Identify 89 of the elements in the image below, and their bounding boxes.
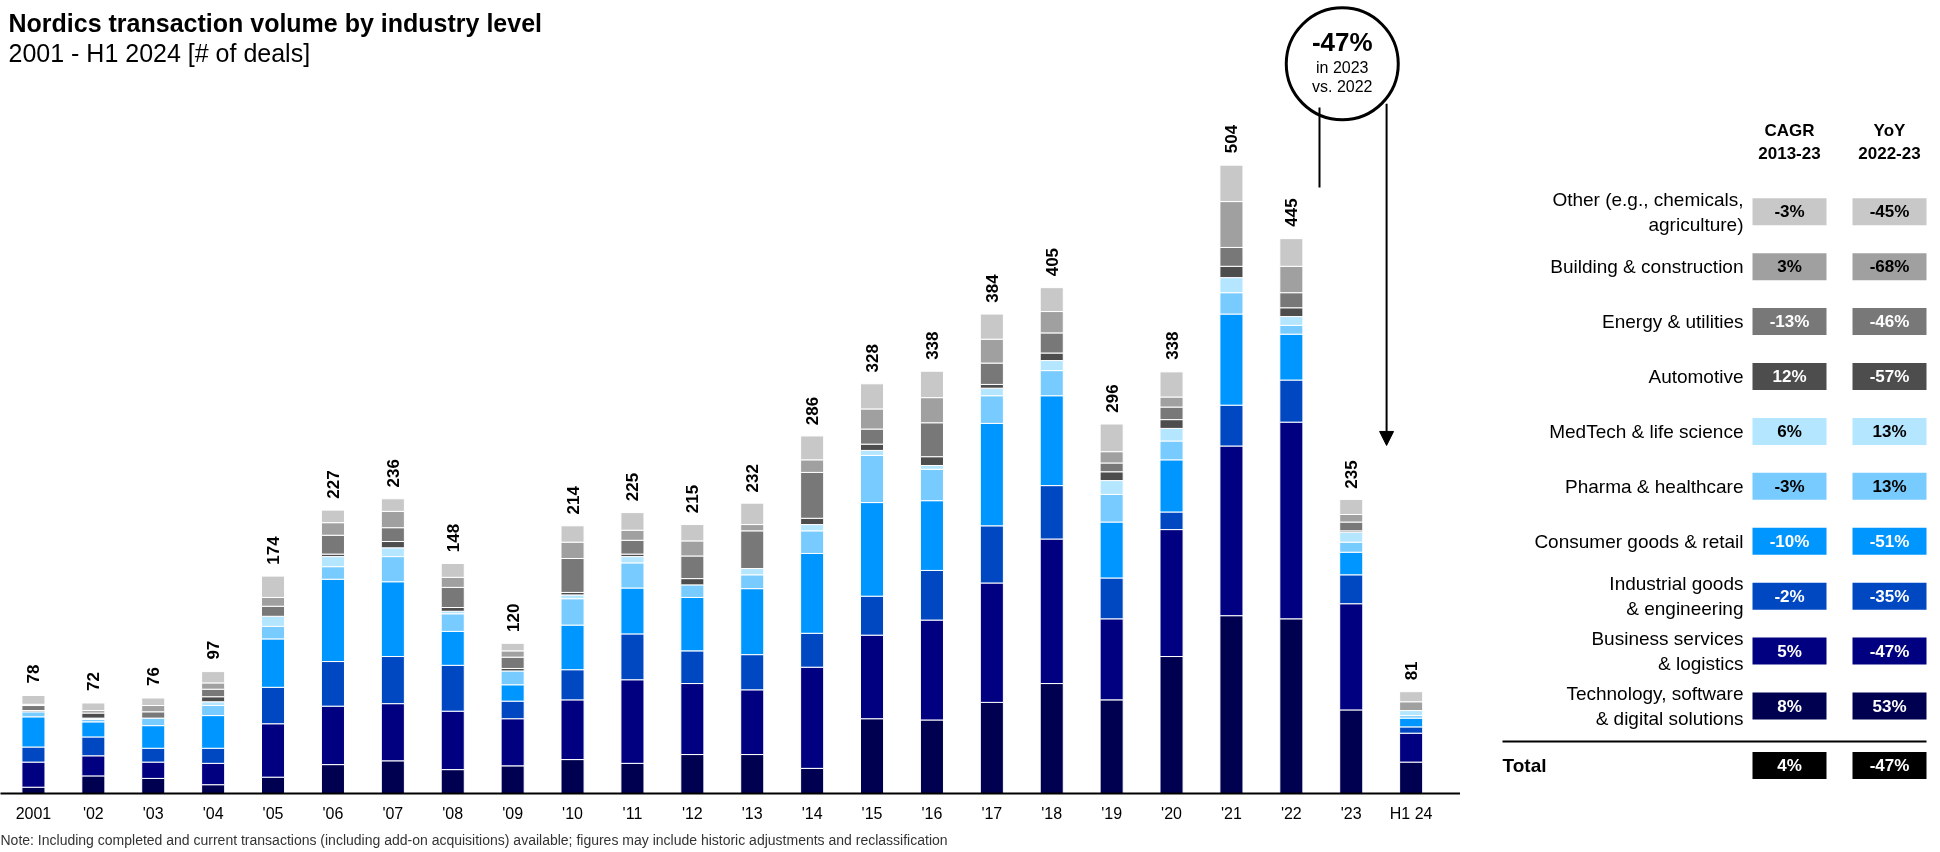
x-tick-label: '14: [801, 804, 823, 822]
annotation: 286: [803, 396, 823, 426]
x-tick-label: '18: [1041, 804, 1063, 822]
text: -47%: [1869, 641, 1910, 661]
x-tick-label: '19: [1101, 804, 1123, 822]
annotation: 120: [503, 603, 523, 632]
text: -3%: [1774, 202, 1805, 222]
text: 8%: [1777, 696, 1802, 716]
annotation: 148: [443, 523, 463, 553]
text: 13%: [1872, 476, 1907, 496]
legend-label: Automotive: [1648, 366, 1744, 388]
annotation: 232: [743, 464, 763, 493]
text: 12%: [1772, 367, 1807, 387]
legend-label: Building & construction: [1550, 256, 1744, 278]
x-tick-label: '04: [202, 804, 224, 822]
x-tick-label: '16: [921, 804, 943, 822]
x-tick-label: '09: [502, 804, 524, 822]
annotation: 78: [24, 664, 44, 684]
annotation: 296: [1102, 384, 1122, 413]
text: vs. 2022: [1312, 78, 1373, 96]
annotation: 405: [1042, 247, 1062, 277]
annotation: 215: [683, 484, 703, 514]
x-tick-label: 2001: [15, 804, 52, 822]
legend-label: Pharma & healthcare: [1565, 475, 1744, 497]
legend-label: Industrial goods & engineering: [1609, 573, 1744, 620]
annotation: 328: [863, 344, 883, 373]
x-tick-label: '03: [142, 804, 164, 822]
annotation: 174: [264, 535, 284, 565]
annotation: 384: [982, 273, 1002, 303]
annotation: 236: [383, 459, 403, 488]
annotation: 235: [1342, 460, 1362, 489]
x-tick-label: '12: [681, 804, 703, 822]
annotation: 338: [1162, 331, 1182, 360]
chart-subtitle: 2001 - H1 2024 [# of deals]: [8, 38, 311, 67]
annotation: 227: [323, 470, 343, 499]
x-tick-label: '06: [322, 804, 344, 822]
text: -57%: [1869, 367, 1910, 387]
annotation: 504: [1222, 124, 1242, 154]
text: 5%: [1777, 641, 1802, 661]
legend-label: MedTech & life science: [1549, 420, 1744, 442]
chart-title: Nordics transaction volume by industry level: [8, 8, 542, 37]
text: -51%: [1869, 531, 1910, 551]
text: 53%: [1872, 696, 1907, 716]
annotation: 445: [1282, 198, 1302, 227]
text: -2%: [1774, 586, 1805, 606]
legend-label: Other (e.g., chemicals, agriculture): [1552, 188, 1744, 235]
legend-label: Business services & logistics: [1591, 628, 1744, 675]
annotation: 76: [144, 667, 164, 686]
text: -47%: [1311, 26, 1373, 57]
annotation: 338: [922, 331, 942, 360]
text: -13%: [1769, 312, 1810, 332]
text: -47%: [1869, 756, 1910, 776]
text: Note: Including completed and current transactions (including add-on acquisitions) available; figures may include historic adjustments and reclassification: [0, 831, 948, 848]
text: -3%: [1774, 476, 1805, 496]
legend-label: Consumer goods & retail: [1534, 530, 1744, 552]
text: 3%: [1777, 257, 1802, 277]
annotation: 72: [84, 672, 104, 692]
x-tick-label: '10: [562, 804, 584, 822]
x-tick-label: '23: [1340, 804, 1362, 822]
text: -45%: [1869, 202, 1910, 222]
annotation: 97: [204, 640, 224, 660]
text: 6%: [1777, 421, 1802, 441]
text: -68%: [1869, 257, 1910, 277]
legend-label: Energy & utilities: [1601, 311, 1744, 333]
text: -10%: [1769, 531, 1810, 551]
x-tick-label: '21: [1221, 804, 1242, 822]
x-tick-label: H1 24: [1389, 804, 1433, 822]
text: 13%: [1872, 421, 1907, 441]
text: CAGR 2013-23: [1758, 121, 1821, 163]
text: Total: [1502, 755, 1547, 777]
text: YoY 2022-23: [1858, 121, 1921, 163]
x-tick-label: '13: [741, 804, 763, 822]
x-tick-label: '15: [861, 804, 883, 822]
x-tick-label: '07: [382, 804, 404, 822]
legend-label: Technology, software & digital solutions: [1566, 682, 1744, 730]
text: in 2023: [1316, 59, 1369, 77]
text: -46%: [1869, 312, 1910, 332]
x-tick-label: '17: [981, 804, 1003, 822]
x-tick-label: '22: [1280, 804, 1302, 822]
x-tick-label: '05: [262, 804, 284, 822]
annotation: 225: [623, 472, 643, 502]
x-tick-label: '20: [1161, 804, 1183, 822]
text: 4%: [1777, 756, 1802, 776]
annotation: 214: [563, 485, 583, 515]
x-tick-label: '11: [622, 804, 643, 822]
x-tick-label: '02: [82, 804, 104, 822]
annotation: 81: [1402, 661, 1422, 681]
x-tick-label: '08: [442, 804, 464, 822]
text: -35%: [1869, 586, 1910, 606]
